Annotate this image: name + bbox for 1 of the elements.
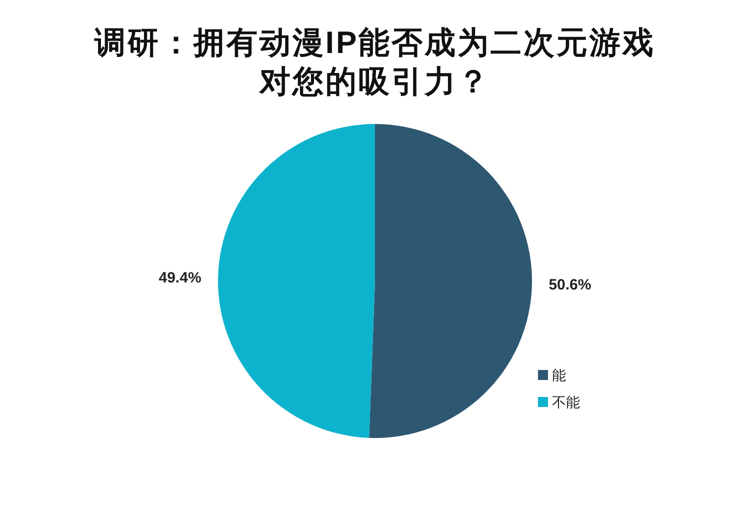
title: 调研：拥有动漫IP能否成为二次元游戏对您的吸引力？ — [94, 25, 656, 99]
